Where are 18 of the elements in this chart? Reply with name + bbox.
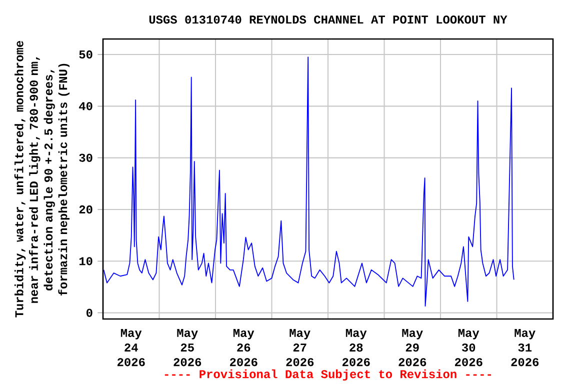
y-tick-label: 40 [79, 102, 92, 110]
y-tick-label: 20 [79, 205, 92, 214]
x-tick-label: May 29 2026 [398, 329, 426, 366]
x-tick-label: May 30 2026 [454, 329, 482, 366]
line-series [103, 56, 514, 307]
text: ---- Provisional Data Subject to Revision ---- [164, 369, 492, 381]
x-tick-label: May 28 2026 [342, 329, 370, 366]
y-tick-label: 30 [79, 154, 92, 162]
x-tick-label: May 27 2026 [286, 329, 314, 366]
chart-title: USGS 01310740 REYNOLDS CHANNEL AT POINT LOOKOUT NY [149, 16, 508, 24]
x-tick-label: May 26 2026 [230, 329, 258, 366]
x-tick-label: May 31 2026 [511, 329, 539, 366]
y-tick-label: 10 [79, 257, 92, 266]
y-tick-label: 0 [86, 308, 92, 317]
y-axis-title: Turbidity, water, unfiltered, monochrome near infra-red LED light, 780-900 nm, detection angle 90 +-2.5 degrees, formazin nephelometric units (FNU) [14, 40, 70, 318]
x-tick-label: May 25 2026 [174, 329, 202, 366]
x-tick-label: May 24 2026 [117, 329, 145, 366]
y-tick-label: 50 [79, 50, 92, 59]
